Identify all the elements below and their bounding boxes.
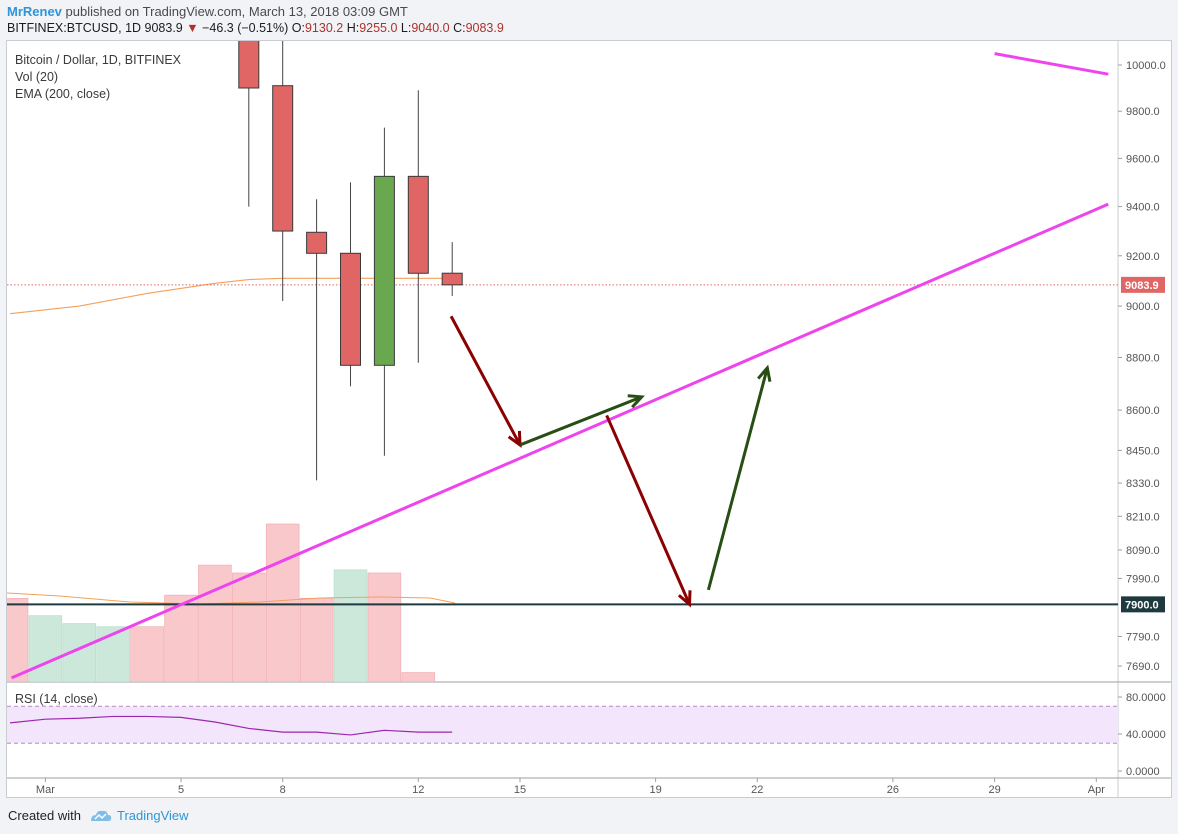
last-price-marker: 9083.9	[1121, 276, 1165, 293]
rsi-line	[9, 715, 453, 736]
price-tick-label: 9600.0	[1126, 153, 1160, 165]
volume-bar	[265, 523, 300, 682]
rsi-tick-label: 40.0000	[1126, 729, 1166, 741]
time-tick-label: 15	[514, 784, 526, 796]
price-tick-label: 8800.0	[1126, 352, 1160, 364]
volume-bar	[401, 672, 436, 682]
projection-arrow-line	[449, 315, 522, 446]
tradingview-brand[interactable]: TradingView	[116, 808, 189, 823]
trendline	[994, 52, 1109, 76]
low-value: 9040.0	[411, 21, 450, 35]
volume-legend[interactable]: Vol (20)	[15, 70, 59, 84]
candle-body	[340, 252, 361, 366]
close-value: 9083.9	[465, 21, 504, 35]
candle-body	[407, 175, 429, 274]
volume-bar	[28, 615, 63, 682]
last-price: 9083.9	[144, 21, 183, 35]
price-tick-label: 7790.0	[1126, 631, 1160, 643]
volume-bar	[198, 564, 232, 682]
ema-legend[interactable]: EMA (200, close)	[15, 87, 111, 101]
candle-body	[272, 85, 294, 232]
published-text: published on TradingView.com, March 13, …	[65, 4, 408, 19]
created-with-text: Created with	[8, 808, 81, 823]
price-tick-label: 10000.0	[1126, 60, 1166, 72]
time-tick-label: 22	[751, 784, 763, 796]
price-tick-label: 9000.0	[1126, 301, 1160, 313]
price-tick-label: 8090.0	[1126, 545, 1160, 557]
time-tick-label: 12	[412, 784, 424, 796]
author-name[interactable]: MrRenev	[7, 4, 62, 19]
projection-arrow-head	[677, 590, 692, 608]
open-value: 9130.2	[304, 21, 344, 35]
time-tick-label: 19	[649, 784, 661, 796]
time-tick-label: 5	[178, 784, 184, 796]
time-tick-label: 26	[887, 784, 899, 796]
price-tick-label: 9800.0	[1126, 106, 1160, 118]
price-tick-label: 8450.0	[1126, 445, 1160, 457]
trendline	[10, 202, 1109, 680]
price-tick-label: 7690.0	[1126, 661, 1160, 673]
volume-bar	[299, 597, 334, 682]
volume-ma-line	[7, 592, 456, 605]
price-tick-label: 8600.0	[1126, 405, 1160, 417]
volume-bar	[333, 569, 368, 682]
volume-bar	[367, 572, 402, 682]
projection-arrow-head	[757, 364, 772, 382]
symbol-label: BITFINEX:BTCUSD, 1D	[7, 21, 142, 35]
last-price-marker-label: 9083.9	[1125, 280, 1159, 292]
time-tick-label: Apr	[1088, 784, 1105, 796]
price-tick-label: 9400.0	[1126, 202, 1160, 214]
main-pane	[7, 41, 1118, 682]
price-change: −46.3 (−0.51%)	[202, 21, 289, 35]
projection-arrow-line	[519, 395, 643, 447]
projection-arrow-head	[627, 394, 645, 409]
time-tick-label: 8	[280, 784, 286, 796]
candle-body	[373, 175, 395, 366]
close-label: C:	[453, 21, 466, 35]
series-title[interactable]: Bitcoin / Dollar, 1D, BITFINEX	[15, 53, 182, 67]
open-label: O:	[291, 21, 305, 35]
candle-body	[238, 41, 260, 89]
support-marker-bg	[1121, 596, 1165, 613]
candle-body	[441, 272, 463, 286]
volume-bar	[96, 626, 130, 682]
price-tick-label: 7990.0	[1126, 573, 1160, 585]
symbol-quote-line: BITFINEX:BTCUSD, 1D 9083.9 ▼ −46.3 (−0.5…	[7, 21, 504, 35]
support-marker: 7900.0	[1121, 596, 1165, 613]
rsi-tick-label: 0.0000	[1126, 766, 1160, 778]
publication-line: MrRenev published on TradingView.com, Ma…	[7, 4, 408, 19]
support-marker-label: 7900.0	[1125, 599, 1159, 611]
volume-bar	[232, 572, 266, 682]
rsi-pane	[7, 705, 1118, 744]
volume-bar	[130, 626, 164, 682]
volume-bar	[7, 597, 29, 682]
rsi-tick-label: 80.0000	[1126, 692, 1166, 704]
rsi-legend[interactable]: RSI (14, close)	[15, 692, 98, 706]
projection-arrow-line	[605, 414, 691, 605]
price-tick-label: 8210.0	[1126, 511, 1160, 523]
price-tick-label: 9200.0	[1126, 251, 1160, 263]
high-label: H:	[346, 21, 360, 35]
high-value: 9255.0	[359, 21, 398, 35]
tradingview-logo-icon	[90, 810, 112, 821]
last-price-marker-bg	[1121, 276, 1165, 293]
candle-body	[306, 231, 328, 254]
time-tick-label: 29	[988, 784, 1000, 796]
rsi-band	[7, 706, 1118, 744]
price-tick-label: 8330.0	[1126, 478, 1160, 490]
low-label: L:	[400, 21, 412, 35]
change-down-icon: ▼	[186, 21, 199, 35]
time-tick-label: Mar	[36, 784, 55, 796]
projection-arrow-line	[706, 367, 769, 591]
footer: Created with TradingView	[8, 808, 189, 823]
